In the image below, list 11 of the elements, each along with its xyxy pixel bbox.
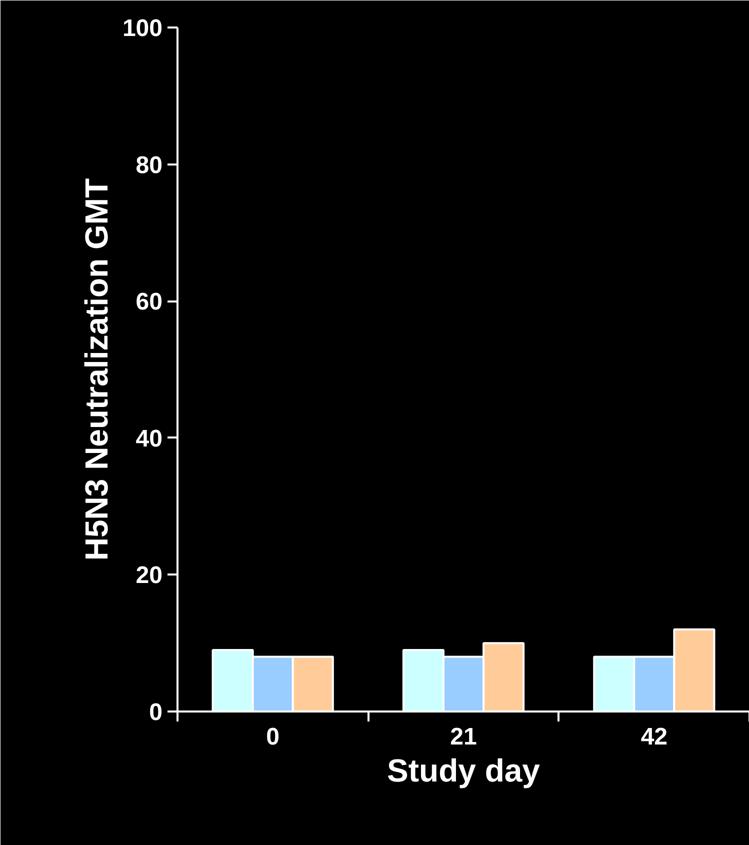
x-tick-label: 42 xyxy=(640,724,668,750)
y-tick-label: 100 xyxy=(122,15,163,42)
x-tick-label: 21 xyxy=(450,724,477,750)
y-tick-label: 80 xyxy=(136,152,163,179)
y-tick-label: 60 xyxy=(136,288,163,316)
y-axis-title: H5N3 Neutralization GMT xyxy=(78,178,114,561)
y-tick-label: 40 xyxy=(136,425,163,452)
y-tick-label: 20 xyxy=(136,562,163,590)
x-tick-label: 0 xyxy=(266,724,280,750)
y-tick-label: 0 xyxy=(149,699,163,726)
x-axis-title: Study day xyxy=(387,752,540,788)
